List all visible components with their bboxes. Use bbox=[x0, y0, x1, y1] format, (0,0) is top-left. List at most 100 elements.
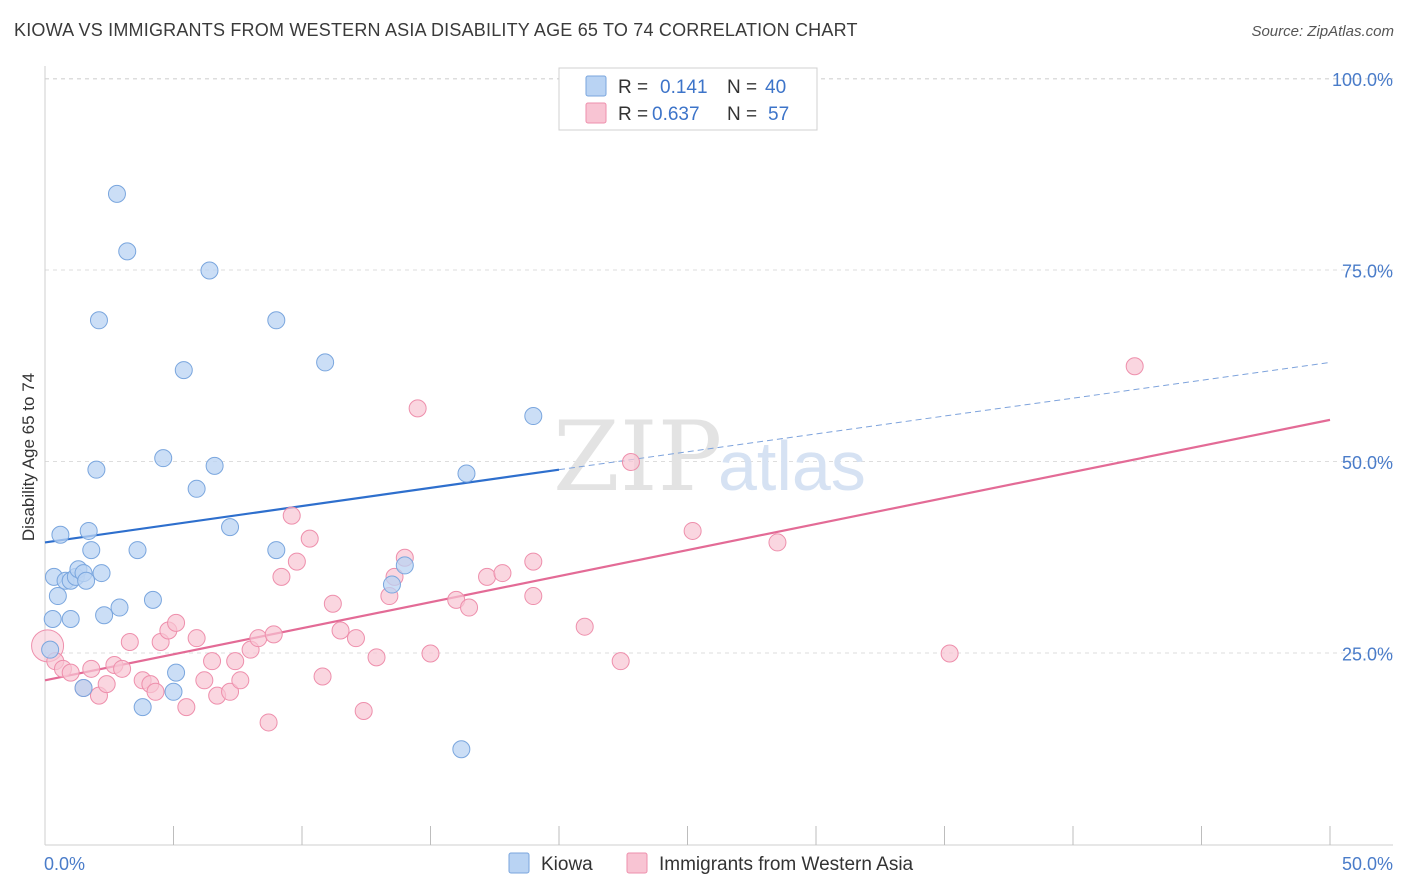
axes bbox=[44, 66, 1393, 846]
point-immigrants bbox=[264, 625, 283, 644]
point-immigrants bbox=[221, 682, 240, 701]
point-kiowa bbox=[61, 610, 80, 629]
point-immigrants bbox=[1125, 357, 1144, 376]
point-kiowa bbox=[143, 590, 162, 609]
legend-r-value-kiowa: 0.141 bbox=[660, 77, 708, 98]
point-kiowa bbox=[457, 464, 476, 483]
point-immigrants bbox=[272, 567, 291, 586]
point-immigrants bbox=[300, 529, 319, 548]
legend-r-value-immigrants: 0.637 bbox=[652, 104, 700, 125]
point-kiowa bbox=[205, 456, 224, 475]
point-immigrants bbox=[113, 659, 132, 678]
point-immigrants bbox=[575, 617, 594, 636]
point-immigrants bbox=[367, 648, 386, 667]
legend-n-value-kiowa: 40 bbox=[765, 77, 786, 98]
point-immigrants bbox=[524, 587, 543, 606]
source-credit: Source: ZipAtlas.com bbox=[1251, 23, 1394, 40]
point-immigrants bbox=[167, 613, 186, 632]
point-kiowa bbox=[74, 678, 93, 697]
point-kiowa bbox=[267, 311, 286, 330]
point-immigrants bbox=[82, 659, 101, 678]
bottom-legend-swatch-immigrants bbox=[626, 852, 648, 874]
point-immigrants bbox=[354, 701, 373, 720]
point-kiowa bbox=[154, 449, 173, 468]
point-kiowa bbox=[43, 610, 62, 629]
point-kiowa bbox=[48, 587, 67, 606]
tick-labels: 100.0% 75.0% 50.0% 25.0% 0.0% 50.0% bbox=[44, 70, 1393, 874]
legend-r-label-immigrants: R = bbox=[618, 104, 648, 125]
point-kiowa bbox=[92, 564, 111, 583]
point-immigrants bbox=[259, 713, 278, 732]
point-immigrants bbox=[61, 663, 80, 682]
point-kiowa bbox=[200, 261, 219, 280]
point-immigrants bbox=[120, 633, 139, 652]
legend-r-label-kiowa: R = bbox=[618, 77, 648, 98]
point-kiowa bbox=[87, 460, 106, 479]
point-immigrants bbox=[460, 598, 479, 617]
y-tick-label: 25.0% bbox=[1342, 645, 1393, 665]
point-immigrants bbox=[768, 533, 787, 552]
legend-n-value-immigrants: 57 bbox=[768, 104, 789, 125]
point-kiowa bbox=[267, 541, 286, 560]
point-immigrants bbox=[203, 652, 222, 671]
point-immigrants bbox=[97, 675, 116, 694]
point-kiowa bbox=[187, 479, 206, 498]
chart-title: KIOWA VS IMMIGRANTS FROM WESTERN ASIA DI… bbox=[14, 20, 858, 40]
point-immigrants bbox=[346, 629, 365, 648]
point-kiowa bbox=[79, 521, 98, 540]
watermark-atlas: atlas bbox=[718, 427, 866, 505]
point-kiowa bbox=[95, 606, 114, 625]
point-immigrants bbox=[683, 521, 702, 540]
watermark: ZIP atlas bbox=[553, 401, 866, 513]
gridlines bbox=[45, 78, 1393, 654]
point-kiowa bbox=[110, 598, 129, 617]
point-immigrants bbox=[478, 567, 497, 586]
legend-swatch-kiowa bbox=[585, 75, 607, 97]
point-kiowa bbox=[395, 556, 414, 575]
point-kiowa bbox=[167, 663, 186, 682]
point-kiowa bbox=[221, 518, 240, 537]
point-immigrants bbox=[249, 629, 268, 648]
point-immigrants bbox=[408, 399, 427, 418]
point-immigrants bbox=[146, 682, 165, 701]
data-points bbox=[31, 184, 1144, 759]
point-kiowa bbox=[174, 361, 193, 380]
point-kiowa bbox=[82, 541, 101, 560]
stats-legend: R = 0.141 N = 40 R = 0.637 N = 57 bbox=[558, 67, 818, 131]
point-kiowa bbox=[452, 740, 471, 759]
x-tick-label: 50.0% bbox=[1342, 854, 1393, 874]
point-immigrants bbox=[282, 506, 301, 525]
point-kiowa bbox=[51, 525, 70, 544]
point-immigrants bbox=[177, 698, 196, 717]
point-immigrants bbox=[187, 629, 206, 648]
point-immigrants bbox=[940, 644, 959, 663]
legend-swatch-immigrants bbox=[585, 102, 607, 124]
series-legend: Kiowa Immigrants from Western Asia bbox=[508, 852, 914, 875]
point-immigrants bbox=[421, 644, 440, 663]
trendline-kiowa-solid bbox=[44, 468, 560, 544]
point-kiowa bbox=[524, 407, 543, 426]
point-immigrants bbox=[621, 453, 640, 471]
bottom-legend-label-kiowa: Kiowa bbox=[541, 854, 593, 875]
y-tick-label: 75.0% bbox=[1342, 262, 1393, 282]
point-immigrants bbox=[287, 552, 306, 571]
point-immigrants bbox=[323, 594, 342, 613]
point-immigrants bbox=[524, 552, 543, 571]
point-immigrants bbox=[313, 667, 332, 686]
y-axis-label: Disability Age 65 to 74 bbox=[19, 373, 38, 541]
point-immigrants bbox=[231, 671, 250, 690]
point-kiowa bbox=[316, 353, 335, 372]
point-kiowa bbox=[128, 541, 147, 560]
point-immigrants bbox=[331, 621, 350, 640]
bottom-legend-label-immigrants: Immigrants from Western Asia bbox=[659, 854, 914, 875]
point-kiowa bbox=[41, 640, 60, 659]
legend-n-label-immigrants: N = bbox=[727, 104, 757, 125]
point-kiowa bbox=[107, 184, 126, 203]
legend-n-label-kiowa: N = bbox=[727, 77, 757, 98]
point-kiowa bbox=[118, 242, 137, 261]
point-kiowa bbox=[382, 575, 401, 594]
point-kiowa bbox=[89, 311, 108, 330]
point-immigrants bbox=[226, 652, 245, 671]
x-tick-label: 0.0% bbox=[44, 854, 85, 874]
